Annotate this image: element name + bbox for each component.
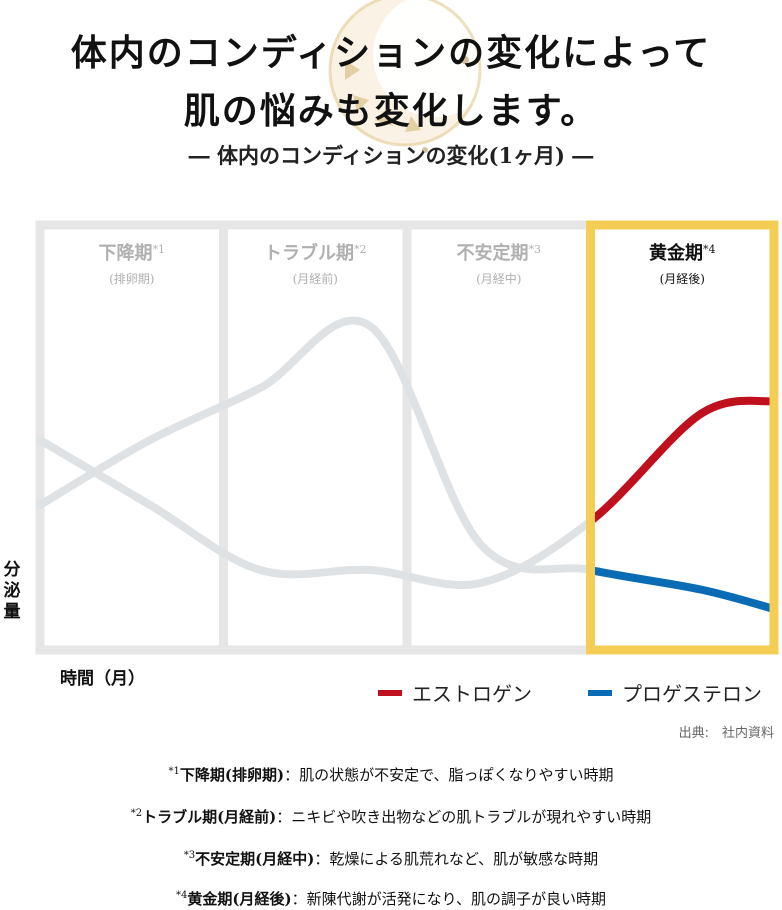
phase-title: 下降期*1 — [99, 242, 166, 264]
legend-item-estrogen: エストロゲン — [378, 678, 532, 707]
footnote-text: ：肌の状態が不安定で、脂っぽくなりやすい時期 — [284, 766, 614, 784]
footnote-text: ：ニキビや吹き出物などの肌トラブルが現れやすい時期 — [276, 808, 652, 826]
phase-subtitle: (月経中) — [476, 271, 521, 286]
footnote-mark: *1 — [168, 766, 180, 777]
phase-subtitle: (月経後) — [660, 272, 705, 286]
crescent-moon-emblem — [328, 0, 497, 153]
phase-title: トラブル期*2 — [264, 242, 367, 264]
footnote-mark: *4 — [176, 890, 188, 901]
footnote-text: ：乾燥による肌荒れなど、肌が敏感な時期 — [314, 850, 599, 868]
golden-phase-frame — [586, 220, 779, 655]
phase-panel — [402, 220, 595, 655]
footnote-term: 不安定期(月経中) — [195, 850, 315, 868]
legend-label-estrogen: エストロゲン — [412, 682, 532, 706]
phase-title: 黄金期*4 — [649, 242, 716, 264]
legend-swatch-progesterone — [588, 689, 612, 696]
phase-subtitle: (月経前) — [293, 271, 338, 286]
legend-swatch-estrogen — [378, 689, 402, 696]
footnote-term: 黄金期(月経後) — [187, 890, 292, 908]
phase-panel — [35, 220, 228, 655]
footnote-mark: *2 — [130, 808, 143, 819]
x-axis-label: 時間（月） — [60, 669, 145, 689]
y-axis-label: 分泌量 — [3, 560, 21, 622]
footnote-2: *2トラブル期(月経前)：ニキビや吹き出物などの肌トラブルが現れやすい時期 — [0, 806, 782, 827]
source-note: 出典: 社内資料 — [678, 726, 774, 741]
headline-line-2: 肌の悩みも変化します。 — [183, 90, 599, 132]
footnote-mark: *3 — [183, 850, 196, 861]
chart-subtitle: ― 体内のコンディションの変化(1ヶ月) ― — [188, 143, 594, 168]
legend-item-progesterone: プロゲステロン — [588, 678, 762, 707]
footnote-4: *4黄金期(月経後)：新陳代謝が活発になり、肌の調子が良い時期 — [0, 888, 782, 909]
legend-label-progesterone: プロゲステロン — [622, 682, 762, 706]
hormone-cycle-chart: 下降期*1 (排卵期) トラブル期*2 (月経前) 不安定期*3 (月経中) 黄金期*4 (月… — [35, 220, 779, 655]
phase-panel — [219, 220, 412, 655]
headline-line-1: 体内のコンディションの変化によって — [70, 32, 712, 74]
footnote-3: *3不安定期(月経中)：乾燥による肌荒れなど、肌が敏感な時期 — [0, 848, 782, 869]
footnote-term: 下降期(排卵期) — [179, 766, 285, 784]
series-line-estrogen — [590, 396, 774, 527]
footnote-term: トラブル期(月経前) — [142, 808, 277, 826]
footnote-text: ：新陳代謝が活発になり、肌の調子が良い時期 — [291, 890, 606, 908]
phase-subtitle: (排卵期) — [109, 272, 154, 286]
phase-title: 不安定期*3 — [457, 242, 542, 264]
series-line-progesterone — [590, 565, 774, 613]
footnote-1: *1下降期(排卵期)：肌の状態が不安定で、脂っぽくなりやすい時期 — [0, 764, 782, 785]
